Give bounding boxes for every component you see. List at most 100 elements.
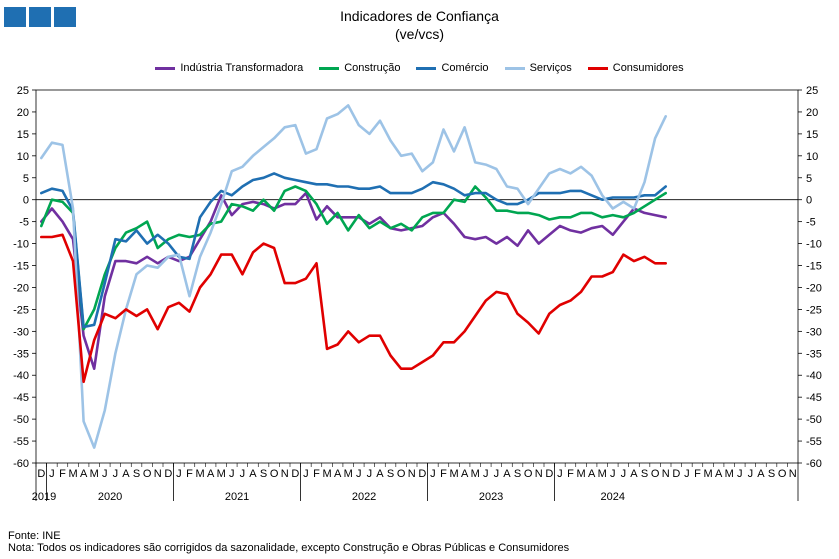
y-tick-label-right: -60 — [806, 458, 822, 470]
x-month-label: M — [68, 468, 77, 480]
x-month-label: S — [387, 468, 394, 480]
legend-swatch — [319, 66, 340, 70]
x-month-label: J — [737, 468, 743, 480]
x-month-label: M — [90, 468, 99, 480]
x-month-label: A — [461, 468, 469, 480]
x-month-label: D — [37, 468, 45, 480]
logo-block-2 — [29, 7, 51, 27]
y-tick-label-left: 15 — [17, 129, 29, 141]
x-month-label: F — [186, 468, 193, 480]
x-month-label: J — [303, 468, 309, 480]
x-month-label: J — [494, 468, 500, 480]
y-tick-label-left: 0 — [23, 195, 29, 207]
x-month-label: J — [229, 468, 235, 480]
x-month-label: S — [768, 468, 775, 480]
legend-label: Comércio — [441, 62, 489, 74]
x-month-label: A — [122, 468, 130, 480]
y-tick-label-left: -45 — [13, 392, 29, 404]
x-month-label: F — [59, 468, 66, 480]
y-tick-label-right: -45 — [806, 392, 822, 404]
legend-item: Comércio — [416, 62, 489, 74]
x-year-label: 2024 — [601, 491, 625, 503]
y-tick-label-left: -5 — [19, 217, 29, 229]
y-tick-label-left: -55 — [13, 436, 29, 448]
series-line-2 — [39, 172, 668, 329]
x-month-label: M — [217, 468, 226, 480]
x-year-label: 2023 — [479, 491, 503, 503]
x-month-label: J — [557, 468, 563, 480]
y-tick-label-left: -10 — [13, 239, 29, 251]
x-month-label: J — [621, 468, 627, 480]
y-tick-label-right: 25 — [806, 85, 818, 97]
x-month-label: J — [610, 468, 616, 480]
x-month-label: A — [503, 468, 511, 480]
x-month-label: M — [322, 468, 331, 480]
x-month-label: M — [344, 468, 353, 480]
x-month-label: S — [641, 468, 648, 480]
y-tick-label-right: -15 — [806, 261, 822, 273]
footnote: Nota: Todos os indicadores são corrigido… — [8, 542, 570, 554]
y-tick-label-left: -35 — [13, 348, 29, 360]
y-tick-label-right: 0 — [806, 195, 812, 207]
legend-item: Serviços — [504, 62, 572, 74]
x-month-label: A — [80, 468, 88, 480]
series-line-1 — [39, 185, 668, 331]
x-month-label: O — [651, 468, 660, 480]
x-year-label: 2021 — [225, 491, 249, 503]
legend-swatch — [416, 66, 437, 70]
y-tick-label-right: -35 — [806, 348, 822, 360]
x-month-label: O — [143, 468, 152, 480]
y-tick-label-right: -25 — [806, 304, 822, 316]
x-month-label: A — [334, 468, 342, 480]
y-tick-label-right: 10 — [806, 151, 818, 163]
legend-swatch — [504, 66, 525, 70]
y-tick-label-right: -5 — [806, 217, 816, 229]
x-month-label: M — [703, 468, 712, 480]
legend-label: Indústria Transformadora — [180, 62, 304, 74]
x-month-label: F — [694, 468, 701, 480]
y-tick-label-right: -40 — [806, 370, 822, 382]
legend-label: Consumidores — [612, 62, 684, 74]
x-month-label: J — [49, 468, 55, 480]
x-month-label: M — [598, 468, 607, 480]
y-tick-label-left: 10 — [17, 151, 29, 163]
x-month-label: S — [133, 468, 140, 480]
y-tick-label-left: -15 — [13, 261, 29, 273]
x-month-label: M — [725, 468, 734, 480]
ine-logo — [4, 7, 76, 27]
plot-frame — [35, 89, 799, 464]
x-month-label: J — [684, 468, 690, 480]
x-month-label: A — [376, 468, 384, 480]
y-tick-label-right: 15 — [806, 129, 818, 141]
y-tick-label-right: 5 — [806, 173, 812, 185]
x-year-label: 2019 — [32, 491, 56, 503]
x-month-label: A — [715, 468, 723, 480]
x-month-label: J — [356, 468, 362, 480]
y-tick-label-left: -20 — [13, 282, 29, 294]
x-month-label: A — [249, 468, 257, 480]
y-tick-label-left: -25 — [13, 304, 29, 316]
x-month-label: F — [567, 468, 574, 480]
x-month-label: F — [313, 468, 320, 480]
x-month-label: J — [113, 468, 119, 480]
x-month-label: M — [471, 468, 480, 480]
y-tick-label-right: -55 — [806, 436, 822, 448]
x-month-label: A — [757, 468, 765, 480]
x-month-label: N — [154, 468, 162, 480]
x-month-label: J — [102, 468, 108, 480]
y-tick-label-left: 25 — [17, 85, 29, 97]
logo-block-1 — [4, 7, 26, 27]
legend-item: Construção — [319, 62, 400, 74]
x-month-label: D — [164, 468, 172, 480]
legend-label: Serviços — [529, 62, 572, 74]
x-month-label: O — [270, 468, 279, 480]
x-month-label: J — [176, 468, 182, 480]
x-month-label: F — [440, 468, 447, 480]
y-tick-label-left: -30 — [13, 326, 29, 338]
x-year-label: 2020 — [98, 491, 122, 503]
x-month-label: M — [576, 468, 585, 480]
x-month-label: N — [789, 468, 797, 480]
x-month-label: S — [260, 468, 267, 480]
x-month-label: J — [240, 468, 246, 480]
